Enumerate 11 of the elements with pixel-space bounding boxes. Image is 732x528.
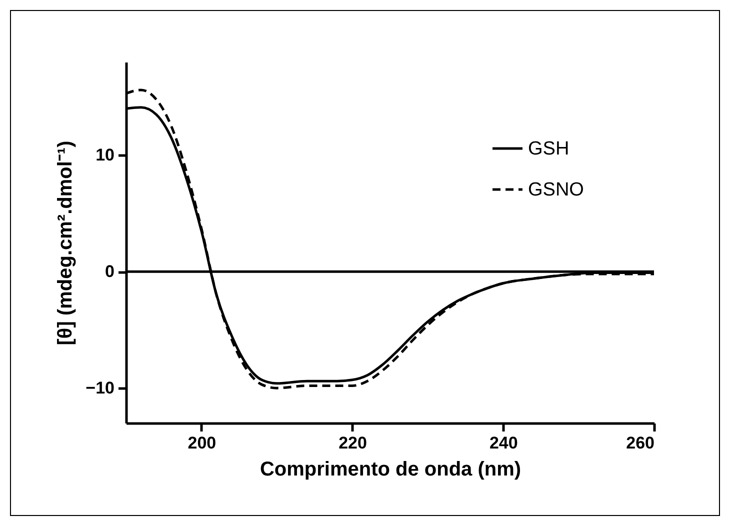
x-axis-title: Comprimento de onda (nm) <box>260 458 522 480</box>
x-tick-label: 260 <box>626 434 654 452</box>
x-tick-label: 220 <box>338 434 367 452</box>
legend-label: GSH <box>528 138 570 160</box>
y-tick-label: 10 <box>96 146 114 165</box>
x-tick-label: 240 <box>489 434 518 452</box>
legend-label: GSNO <box>528 180 584 200</box>
y-axis-title: [θ] (mdeg.cm².dmol⁻¹) <box>54 140 77 346</box>
y-tick-label: 0 <box>105 262 114 282</box>
y-tick-label: −10 <box>86 378 114 398</box>
x-tick-label: 200 <box>188 434 216 452</box>
